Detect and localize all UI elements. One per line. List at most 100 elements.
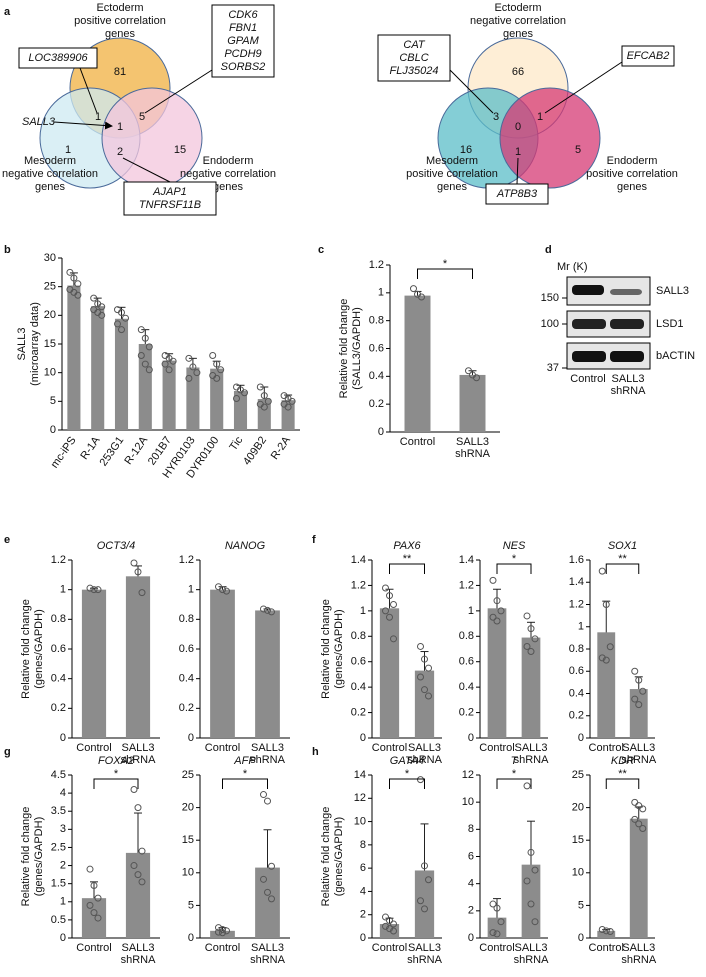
data-point [635, 676, 643, 684]
data-point [260, 392, 268, 400]
bar [138, 344, 152, 430]
significance-bracket [222, 778, 268, 789]
y-tick-label: 0.4 [459, 681, 474, 693]
bar [404, 295, 431, 432]
data-point [122, 314, 129, 322]
y-tick-label: 10 [182, 867, 194, 879]
bar [114, 318, 129, 430]
data-point [215, 924, 222, 932]
data-point [531, 918, 539, 926]
y-axis-label: Relative fold change [320, 599, 332, 699]
bar [162, 360, 176, 430]
callout-gene: EFCAB2 [627, 50, 670, 62]
marker-label: 37 [547, 362, 559, 374]
y-tick-label: 0.2 [351, 706, 366, 718]
y-axis-label: Relative fold change [20, 807, 32, 907]
data-point [94, 586, 102, 594]
data-point [386, 925, 393, 933]
data-point [114, 320, 121, 328]
bar [125, 852, 151, 938]
data-point [74, 280, 82, 288]
panel-label: d [545, 244, 552, 256]
bar [81, 898, 107, 938]
y-tick-label: 0.4 [51, 673, 66, 685]
data-point [138, 847, 146, 855]
bar [629, 818, 648, 938]
y-tick-label: 10 [572, 867, 584, 879]
venn-count: 2 [117, 146, 123, 158]
data-point [493, 930, 501, 938]
callout-gene: CBLC [399, 52, 428, 64]
y-tick-label: 1.2 [351, 579, 366, 591]
bar [597, 632, 616, 738]
panel-label: g [4, 746, 11, 758]
y-tick-label: 10 [44, 367, 56, 379]
data-point [90, 294, 98, 302]
data-point [639, 687, 647, 695]
y-tick-label: 0.4 [569, 687, 584, 699]
venn-set-label: genes [437, 181, 467, 193]
data-point [631, 815, 639, 823]
panel-label: h [312, 746, 319, 758]
data-point [390, 635, 397, 643]
x-tick-label: SALL3 shRNA [120, 942, 156, 966]
data-point [489, 576, 497, 584]
data-point [421, 686, 428, 694]
y-tick-label: 1.6 [569, 554, 584, 566]
data-point [134, 804, 142, 812]
band-label: LSD1 [656, 318, 684, 330]
y-tick-label: 0 [360, 932, 366, 944]
callout-box [18, 47, 98, 69]
data-point [217, 366, 225, 374]
y-tick-label: 0.2 [369, 398, 384, 410]
chart-title: KDR [611, 755, 634, 767]
data-point [86, 584, 94, 592]
y-tick-label: 1 [468, 605, 474, 617]
data-point [631, 667, 639, 675]
data-point [493, 597, 501, 605]
data-point [260, 605, 267, 613]
data-point [130, 785, 138, 793]
y-tick-label: 5 [188, 899, 194, 911]
venn-set-label: Endoderm [607, 155, 658, 167]
y-tick-label: 6 [360, 862, 366, 874]
callout-box [211, 4, 275, 78]
data-point [138, 589, 146, 597]
y-tick-label: 0.2 [569, 710, 584, 722]
y-axis-label: Relative fold change [338, 299, 350, 399]
y-tick-label: 0 [188, 732, 194, 744]
venn-set [499, 87, 601, 189]
data-point [417, 642, 424, 650]
bar [210, 930, 235, 938]
y-tick-label: 25 [572, 769, 584, 781]
data-point [631, 695, 639, 703]
data-point [417, 673, 424, 681]
bar [459, 374, 486, 432]
data-point [417, 776, 424, 784]
venn-set-label: negative correlation [2, 168, 98, 180]
venn-count: 1 [117, 121, 123, 133]
data-point [602, 656, 610, 664]
venn-count: 15 [174, 144, 186, 156]
data-point [260, 791, 267, 799]
venn-set-label: Mesoderm [426, 155, 478, 167]
x-tick-label: Control [204, 742, 241, 754]
y-tick-label: 5 [50, 395, 56, 407]
venn-count: 1 [65, 144, 71, 156]
chart-title: PAX6 [393, 540, 421, 552]
data-point [264, 797, 271, 805]
callout-leader [122, 157, 171, 183]
panel-label: b [4, 244, 11, 256]
blot-band [610, 351, 644, 362]
venn-set-label: positive correlation [406, 168, 498, 180]
marker-label: 150 [541, 292, 559, 304]
y-tick-label: 0 [578, 932, 584, 944]
data-point [90, 909, 98, 917]
y-tick-label: 1.2 [369, 259, 384, 271]
bar [233, 391, 248, 430]
y-tick-label: 20 [44, 309, 56, 321]
bar [487, 608, 507, 738]
x-tick-label: Control [204, 942, 241, 954]
y-tick-label: 15 [44, 338, 56, 350]
y-tick-label: 15 [572, 834, 584, 846]
